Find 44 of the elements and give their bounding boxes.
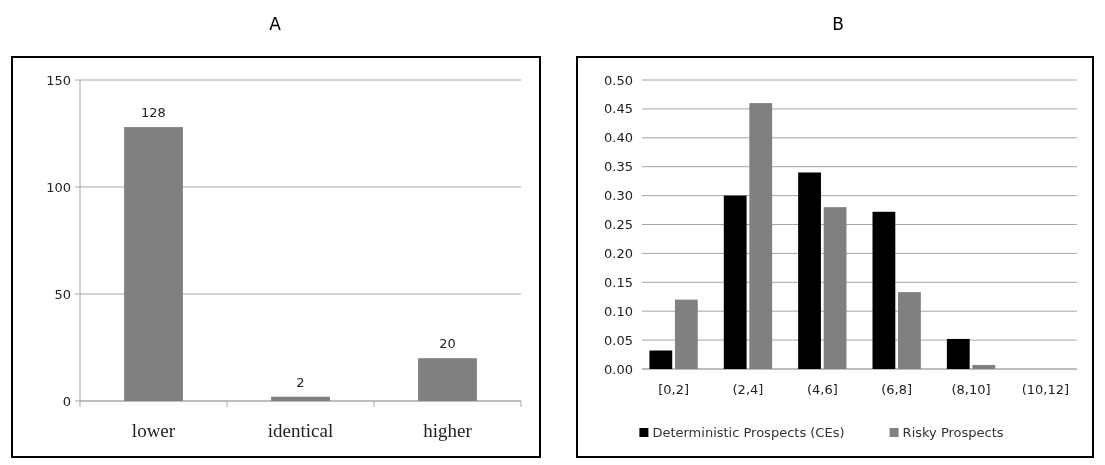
legend-label: Risky Prospects	[902, 425, 1004, 440]
x-tick-label: higher	[423, 420, 473, 441]
x-tick-label: (8,10]	[951, 382, 991, 397]
y-tick-label: 0.25	[604, 217, 633, 233]
legend-label: Deterministic Prospects (CEs)	[652, 425, 845, 440]
x-tick-label: (4,6]	[806, 382, 838, 397]
y-tick-label: 0.50	[604, 72, 633, 88]
bar	[898, 292, 921, 369]
bar	[749, 103, 773, 369]
y-tick-label: 0.05	[604, 332, 633, 348]
y-tick-label: 0.30	[604, 188, 633, 204]
y-tick-label: 50	[54, 286, 71, 302]
y-tick-label: 0.40	[604, 130, 633, 146]
y-tick-label: 0.45	[604, 101, 633, 117]
bar	[124, 127, 183, 401]
bar	[418, 358, 477, 401]
bar	[798, 172, 821, 369]
data-label: 2	[296, 374, 305, 390]
x-tick-label: identical	[267, 420, 334, 441]
bar	[723, 195, 747, 369]
bar	[823, 207, 847, 369]
y-tick-label: 0.00	[604, 361, 633, 377]
y-tick-label: 0.15	[604, 274, 633, 290]
y-tick-label: 0.10	[604, 303, 633, 319]
x-tick-label: [0,2]	[658, 382, 690, 397]
x-tick-label: (2,4]	[732, 382, 764, 397]
bar	[872, 211, 896, 369]
x-tick-label: (10,12]	[1021, 382, 1070, 397]
data-label: 128	[141, 105, 166, 121]
x-tick-label: (6,8]	[881, 382, 913, 397]
y-tick-label: 0	[62, 393, 71, 409]
bar	[946, 338, 970, 369]
data-label: 20	[439, 336, 456, 352]
chart-title: B	[832, 14, 844, 34]
y-tick-label: 100	[46, 179, 71, 195]
chart-title: A	[269, 14, 282, 34]
y-tick-label: 150	[46, 72, 71, 88]
bar	[649, 350, 673, 369]
bar	[674, 299, 698, 369]
y-tick-label: 0.20	[604, 245, 633, 261]
x-tick-label: lower	[131, 420, 176, 441]
bar	[972, 364, 996, 369]
bar	[271, 396, 330, 401]
y-tick-label: 0.35	[604, 159, 633, 175]
